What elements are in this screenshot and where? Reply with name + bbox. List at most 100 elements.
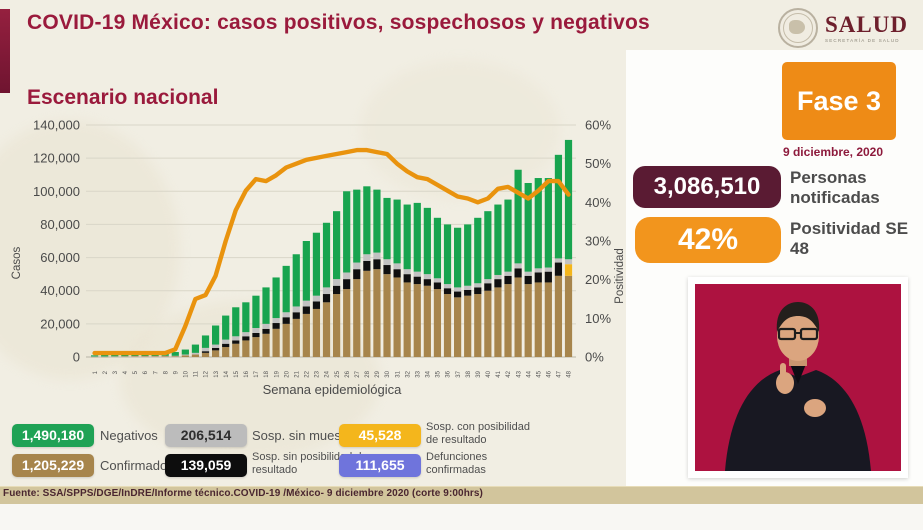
bar-segment bbox=[433, 289, 442, 357]
x-axis-tick: 30 bbox=[385, 370, 391, 377]
bar-week-34 bbox=[423, 207, 431, 357]
bar-segment bbox=[544, 271, 552, 283]
bar-segment bbox=[564, 139, 573, 260]
bar-week-2 bbox=[101, 355, 109, 358]
bar-segment bbox=[212, 350, 220, 357]
bar-segment bbox=[322, 222, 331, 288]
x-axis-tick: 4 bbox=[123, 370, 129, 374]
x-axis-tick: 47 bbox=[557, 370, 563, 377]
bar-segment bbox=[333, 279, 341, 286]
bar-week-26 bbox=[343, 191, 351, 357]
x-axis-tick: 27 bbox=[355, 370, 361, 377]
bar-segment bbox=[181, 354, 189, 356]
persons-notified-label: Personas notificadas bbox=[790, 168, 880, 207]
bar-segment bbox=[413, 271, 421, 277]
persons-notified-badge: 3,086,510 bbox=[633, 166, 781, 208]
bar-segment bbox=[534, 178, 542, 269]
bar-segment bbox=[333, 294, 341, 357]
bar-segment bbox=[232, 340, 240, 344]
bar-week-46 bbox=[544, 178, 552, 357]
bar-segment bbox=[484, 290, 492, 357]
bar-segment bbox=[262, 333, 270, 357]
bar-segment bbox=[504, 271, 512, 276]
x-axis-tick: 26 bbox=[345, 370, 351, 377]
bar-segment bbox=[131, 356, 139, 357]
bar-segment bbox=[393, 269, 401, 278]
bar-segment bbox=[383, 265, 391, 275]
bar-segment bbox=[292, 254, 300, 307]
bar-segment bbox=[292, 312, 300, 319]
bar-segment bbox=[333, 211, 341, 280]
bar-segment bbox=[494, 274, 502, 280]
bar-segment bbox=[282, 317, 290, 324]
bar-week-9 bbox=[171, 352, 179, 357]
y-axis-tick-left: 80,000 bbox=[40, 217, 80, 232]
bar-week-43 bbox=[514, 169, 522, 357]
salud-wordmark: SALUD SECRETARÍA DE SALUD bbox=[825, 13, 908, 44]
bar-segment bbox=[343, 279, 351, 290]
bar-week-42 bbox=[504, 199, 512, 357]
phase-date: 9 diciembre, 2020 bbox=[782, 145, 884, 159]
x-axis-tick: 38 bbox=[466, 370, 472, 377]
bar-segment bbox=[443, 288, 452, 295]
bar-segment bbox=[272, 277, 280, 319]
bar-week-36 bbox=[443, 224, 452, 357]
legend-badge-defunciones: 111,655 bbox=[339, 454, 421, 477]
bar-segment bbox=[494, 287, 502, 357]
legend-badge-sosp-con-posibilidad: 45,528 bbox=[339, 424, 421, 447]
bar-segment bbox=[302, 306, 310, 314]
y-axis-tick-right: 50% bbox=[585, 156, 611, 171]
bar-segment bbox=[272, 323, 280, 329]
x-axis-tick: 11 bbox=[194, 370, 200, 377]
x-axis-tick: 22 bbox=[305, 370, 311, 377]
bar-week-32 bbox=[403, 204, 411, 357]
bar-segment bbox=[464, 295, 472, 357]
bar-segment bbox=[252, 332, 260, 338]
legend-label-negativos: Negativos bbox=[100, 428, 158, 443]
bar-segment bbox=[161, 356, 169, 357]
y-axis-tick-right: 30% bbox=[585, 234, 611, 249]
interpreter-hand-lower bbox=[804, 399, 826, 417]
x-axis-tick: 31 bbox=[395, 370, 401, 377]
bar-week-17 bbox=[252, 295, 260, 357]
positivity-badge: 42% bbox=[635, 217, 781, 263]
bar-segment bbox=[191, 352, 200, 355]
x-axis-tick: 36 bbox=[446, 370, 452, 377]
bar-segment bbox=[564, 259, 573, 265]
bar-segment bbox=[242, 302, 250, 333]
bar-segment bbox=[181, 355, 189, 357]
bar-segment bbox=[393, 277, 401, 357]
bar-segment bbox=[564, 264, 573, 276]
bar-segment bbox=[413, 202, 421, 272]
bar-segment bbox=[201, 351, 210, 353]
y-axis-tick-left: 40,000 bbox=[40, 283, 80, 298]
bar-segment bbox=[353, 189, 361, 263]
bar-week-45 bbox=[534, 178, 542, 357]
x-axis-tick: 33 bbox=[415, 370, 421, 377]
bar-segment bbox=[393, 263, 401, 270]
bar-segment bbox=[322, 302, 331, 357]
bar-segment bbox=[464, 289, 472, 296]
bar-segment bbox=[353, 279, 361, 357]
bar-segment bbox=[514, 268, 522, 278]
bar-segment bbox=[534, 282, 542, 357]
footer-strip bbox=[0, 486, 923, 504]
bar-week-41 bbox=[494, 204, 502, 357]
bar-segment bbox=[302, 313, 310, 357]
x-axis-tick: 12 bbox=[204, 370, 210, 377]
bar-week-33 bbox=[413, 202, 421, 357]
logo-subtitle: SECRETARÍA DE SALUD bbox=[825, 37, 900, 43]
bar-segment bbox=[464, 285, 472, 290]
x-axis-tick: 10 bbox=[184, 370, 190, 377]
bar-segment bbox=[262, 287, 270, 324]
bar-week-22 bbox=[302, 241, 310, 357]
bar-segment bbox=[232, 336, 240, 341]
x-axis-tick: 41 bbox=[496, 370, 502, 377]
bar-segment bbox=[534, 268, 542, 273]
bar-segment bbox=[282, 323, 290, 357]
bar-segment bbox=[514, 277, 522, 357]
bar-segment bbox=[423, 207, 431, 275]
bar-segment bbox=[141, 356, 149, 357]
bar-week-21 bbox=[292, 254, 300, 357]
